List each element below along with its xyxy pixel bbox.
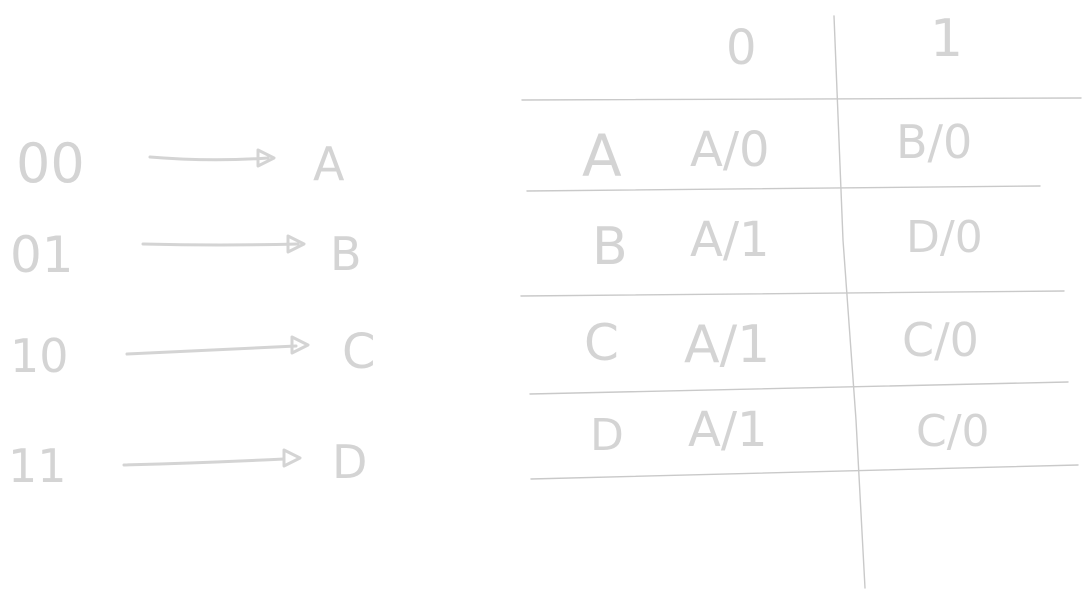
encoding-row: 01 B	[10, 226, 362, 284]
encoding-state: B	[330, 227, 362, 281]
encoding-state: C	[342, 324, 376, 380]
transition-on-0: A/0	[690, 122, 770, 178]
arrow-head-icon	[282, 448, 302, 468]
transition-on-0: A/1	[690, 212, 770, 268]
encoding-code: 11	[8, 439, 67, 493]
encoding-state: A	[313, 137, 345, 191]
encoding-row: 10 C	[10, 324, 376, 383]
transition-on-1: D/0	[906, 212, 983, 263]
arrow-line	[141, 242, 300, 247]
arrow-line	[125, 344, 298, 356]
transition-table: 0 1 A A/0 B/0 B A/1 D/0 C A/1 C/0 D A/1 …	[520, 9, 1082, 589]
column-divider	[833, 15, 866, 589]
arrow-head-icon	[286, 234, 306, 254]
row-rule	[529, 381, 1069, 395]
arrow-head-icon	[256, 148, 276, 168]
arrow-line	[148, 155, 270, 162]
arrow-line	[122, 457, 286, 467]
encoding-row: 11 D	[8, 435, 367, 493]
header-rule	[521, 97, 1082, 101]
row-state: C	[584, 314, 619, 372]
encoding-code: 00	[16, 132, 85, 195]
transition-on-1: B/0	[896, 115, 972, 169]
row-state: A	[582, 122, 622, 190]
encoding-code: 01	[10, 226, 74, 284]
transition-on-0: A/1	[688, 402, 768, 458]
row-rule	[526, 185, 1041, 192]
row-rule	[520, 290, 1065, 297]
encoding-code: 10	[10, 329, 69, 383]
row-state: D	[590, 410, 624, 461]
transition-on-1: C/0	[916, 406, 990, 457]
encoding-row: 00 A	[16, 132, 345, 195]
encoding-state: D	[332, 435, 367, 489]
column-header-1: 1	[930, 9, 963, 69]
encoding-list: 00 A 01 B 10 C 11 D	[8, 132, 376, 493]
column-header-0: 0	[726, 20, 757, 76]
row-state: B	[592, 217, 628, 277]
arrow-head-icon	[290, 335, 310, 355]
transition-on-0: A/1	[684, 315, 770, 375]
transition-on-1: C/0	[902, 313, 979, 367]
row-rule	[530, 464, 1079, 480]
